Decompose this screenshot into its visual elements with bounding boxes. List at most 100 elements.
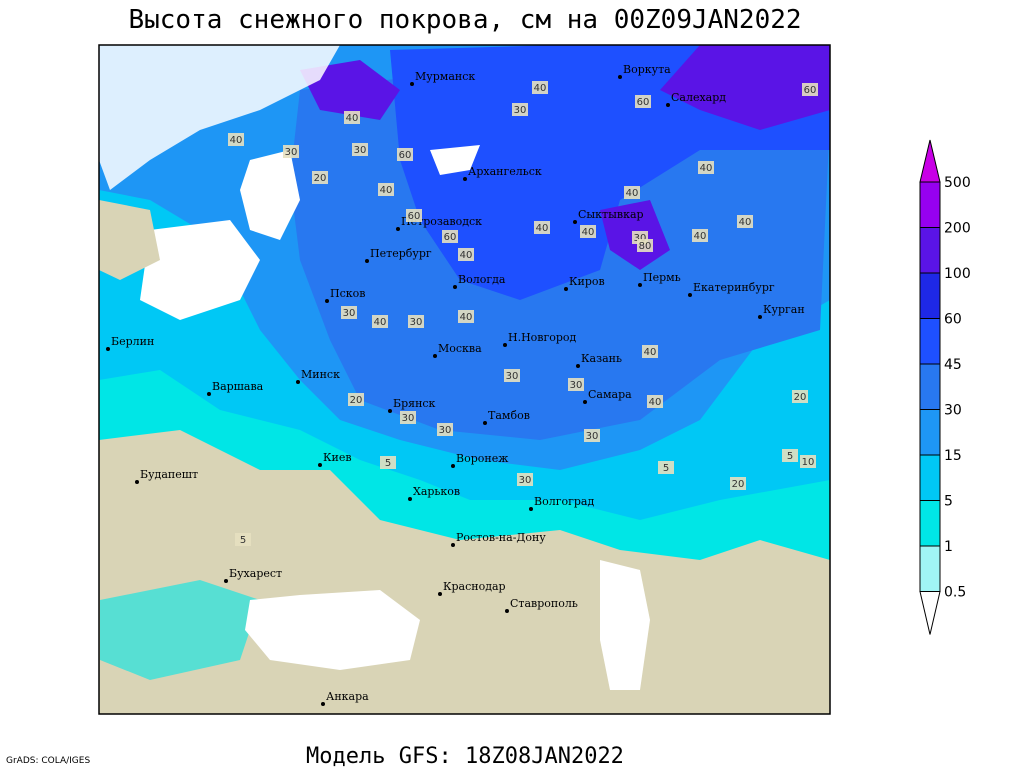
- contour-label: 40: [739, 217, 752, 228]
- contour-label: 30: [285, 147, 298, 158]
- city-label: Берлин: [111, 335, 154, 348]
- contour-label-box: [372, 315, 388, 328]
- contour-label: 60: [399, 150, 412, 161]
- contour-label: 30: [402, 413, 415, 424]
- contour-label-box: [624, 186, 640, 199]
- contour-label-box: [344, 111, 360, 124]
- contour-label-box: [352, 143, 368, 156]
- contour-label: 30: [343, 308, 356, 319]
- contour-label-box: [642, 345, 658, 358]
- city-label: Киров: [569, 275, 605, 288]
- contour-label-box: [800, 455, 816, 468]
- city-label: Казань: [581, 352, 622, 365]
- city-dot: [438, 592, 442, 596]
- contour-label-box: [458, 310, 474, 323]
- contour-label-box: [692, 229, 708, 242]
- city-label: Салехард: [671, 91, 726, 104]
- contour-label-box: [792, 390, 808, 403]
- contour-label-box: [802, 83, 818, 96]
- contour-label-box: [408, 315, 424, 328]
- city-label: Тамбов: [488, 409, 530, 422]
- contour-label-box: [504, 369, 520, 382]
- city-label: Киев: [323, 451, 352, 464]
- contour-label: 20: [732, 479, 745, 490]
- city-dot: [505, 609, 509, 613]
- city-dot: [483, 421, 487, 425]
- colorbar-label: 5: [944, 494, 953, 510]
- colorbar-cap-top: [919, 139, 941, 183]
- contour-label: 30: [439, 425, 452, 436]
- contour-label: 40: [346, 113, 359, 124]
- contour-label-box: [397, 148, 413, 161]
- contour-label-box: [341, 306, 357, 319]
- contour-label-box: [730, 477, 746, 490]
- contour-label-box: [512, 103, 528, 116]
- contour-label-box: [584, 429, 600, 442]
- contour-label-box: [400, 411, 416, 424]
- city-label: Брянск: [393, 397, 436, 410]
- contour-label: 40: [582, 227, 595, 238]
- contour-label-box: [283, 145, 299, 158]
- colorbar-label: 100: [944, 266, 971, 282]
- city-dot: [318, 463, 322, 467]
- contour-label-box: [378, 183, 394, 196]
- colorbar-label: 1: [944, 539, 953, 555]
- city-dot: [207, 392, 211, 396]
- city-label: Пермь: [643, 271, 681, 284]
- contour-label: 20: [314, 173, 327, 184]
- contour-label: 30: [519, 475, 532, 486]
- city-dot: [618, 75, 622, 79]
- colorbar-band: [919, 545, 941, 592]
- contour-label: 5: [663, 463, 669, 474]
- colorbar-band: [919, 272, 941, 319]
- city-dot: [451, 543, 455, 547]
- contour-label: 40: [380, 185, 393, 196]
- contour-label: 5: [385, 458, 391, 469]
- city-dot: [224, 579, 228, 583]
- contour-label: 40: [534, 83, 547, 94]
- map: [99, 45, 830, 714]
- colorbar-label: 0.5: [944, 585, 966, 601]
- contour-label: 40: [460, 312, 473, 323]
- colorbar-label: 200: [944, 221, 971, 237]
- city-dot: [638, 283, 642, 287]
- contour-label: 30: [514, 105, 527, 116]
- contour-label: 30: [634, 233, 647, 244]
- city-dot: [529, 507, 533, 511]
- contour-label-box: [782, 449, 798, 462]
- city-label: Ставрополь: [510, 597, 578, 610]
- contour-label: 60: [637, 97, 650, 108]
- city-dot: [688, 293, 692, 297]
- city-dot: [408, 497, 412, 501]
- city-dot: [451, 464, 455, 468]
- city-label: Воронеж: [456, 452, 508, 465]
- title: Высота снежного покрова, см на 00Z09JAN2…: [128, 5, 801, 35]
- contour-label-box: [442, 230, 458, 243]
- contour-label: 30: [586, 431, 599, 442]
- city-dot: [106, 347, 110, 351]
- city-label: Анкара: [326, 690, 369, 703]
- footer-credit: GrADS: COLA/IGES: [6, 756, 90, 766]
- contour-label: 40: [694, 231, 707, 242]
- colorbar-label: 45: [944, 357, 962, 373]
- city-label: Волгоград: [534, 495, 594, 508]
- contour-label-box: [380, 456, 396, 469]
- city-label: Минск: [301, 368, 340, 381]
- colorbar-cap-bottom: [919, 591, 941, 635]
- city-dot: [576, 364, 580, 368]
- city-dot: [388, 409, 392, 413]
- city-label: Бухарест: [229, 567, 282, 580]
- contour-label-box: [737, 215, 753, 228]
- colorbar-band: [919, 454, 941, 501]
- contour-label-box: [532, 81, 548, 94]
- colorbar-label: 500: [944, 175, 971, 191]
- colorbar-band: [919, 409, 941, 456]
- city-label: Мурманск: [415, 70, 475, 83]
- colorbar-label: 15: [944, 448, 962, 464]
- contour-label: 40: [460, 250, 473, 261]
- contour-label-box: [517, 473, 533, 486]
- colorbar-band: [919, 500, 941, 547]
